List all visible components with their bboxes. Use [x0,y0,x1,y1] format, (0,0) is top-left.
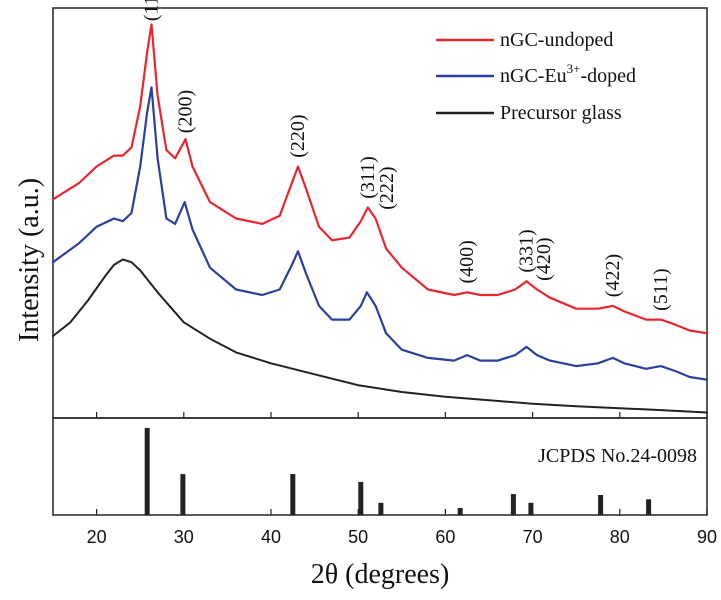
peak-label: (220) [287,114,309,157]
peak-label: (420) [533,237,555,280]
peak-label: (331) [515,229,537,272]
reference-bar [378,502,384,515]
x-axis-ticks: 20 30 40 50 60 70 80 90 [87,412,717,547]
x-tick-label: 30 [174,527,194,547]
reference-bar [180,474,186,515]
peak-label: (222) [376,166,398,209]
legend-label-nGC-Eu-doped: nGC-Eu3+-doped [500,61,636,87]
reference-bar [144,428,150,515]
x-tick-label: 70 [523,527,543,547]
x-tick-label: 90 [697,527,717,547]
peak-label: (422) [602,254,624,297]
reference-bar [646,499,652,515]
reference-bar [510,494,516,515]
peak-labels: (111) (200) (220) (311)(222) (400) (331)(420)… [141,0,672,311]
peak-label: (200) [175,90,197,133]
legend-label-precursor-glass: Precursor glass [500,102,622,124]
x-tick-label: 80 [610,527,630,547]
x-tick-label: 50 [348,527,368,547]
legend-label-nGC-Eu-doped-main: nGC-Eu [500,65,567,87]
x-tick-label: 20 [87,527,107,547]
nGC-Eu-doped-series [51,86,709,381]
x-tick-label: 60 [435,527,455,547]
reference-bars [144,428,652,515]
reference-bar [290,474,296,515]
y-axis-label: Intensity (a.u.) [14,178,45,342]
legend-label-nGC-undoped: nGC-undoped [500,29,613,51]
reference-bar [457,508,463,515]
reference-pattern-label: JCPDS No.24-0098 [538,445,697,467]
precursor-glass-series [52,258,708,414]
peak-label: (111) [141,0,163,21]
legend-label-nGC-Eu-doped-suffix: -doped [581,65,637,87]
peak-label: (311) [357,156,379,199]
peak-label: (511) [650,268,672,311]
legend-label-nGC-Eu-doped-superscript: 3+ [567,61,581,76]
peak-label: (400) [456,240,478,283]
nGC-undoped-series [51,23,709,335]
x-tick-label: 40 [261,527,281,547]
reference-bar [358,481,364,515]
x-axis-label: 2θ (degrees) [311,559,450,590]
reference-bar [598,495,604,515]
reference-bar [528,502,534,515]
legend: nGC-undoped nGC-Eu3+-doped Precursor gla… [436,29,636,124]
